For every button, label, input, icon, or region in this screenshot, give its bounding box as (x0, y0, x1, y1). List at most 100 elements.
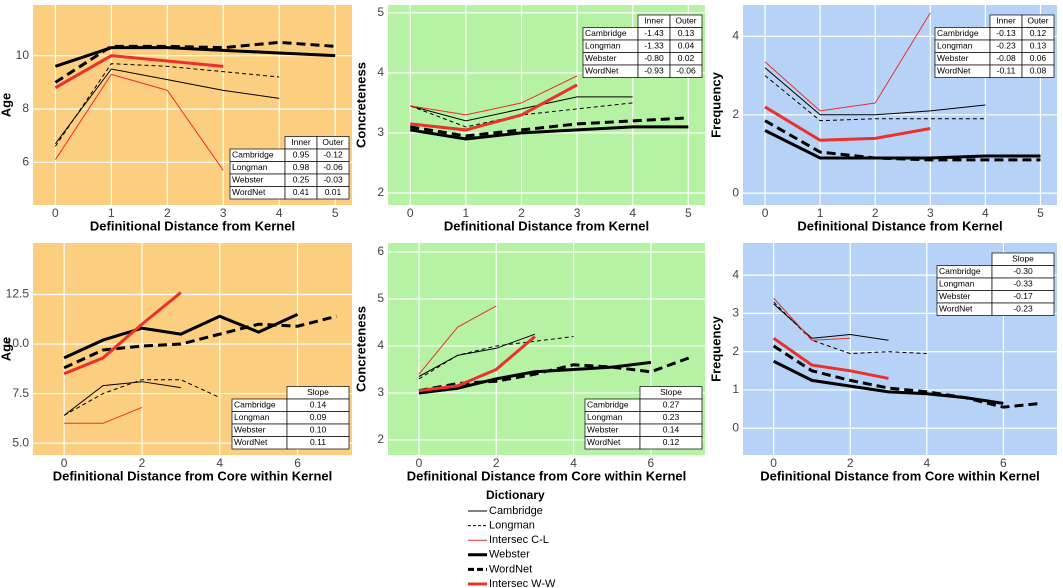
y-tick-label: 3 (377, 385, 384, 399)
table-value: -0.12 (323, 150, 343, 160)
table-row-label: Cambridge (587, 400, 629, 410)
table-value: -0.80 (644, 53, 664, 63)
table-value: -0.33 (1013, 279, 1033, 289)
x-axis-label: Definitional Distance from Kernel (444, 218, 649, 233)
table-row-label: WordNet (585, 66, 619, 76)
table-row-label: Webster (587, 425, 619, 435)
y-tick-label: 5.0 (12, 435, 29, 449)
y-tick-label: 3 (732, 306, 739, 320)
table-value: 0.41 (293, 187, 310, 197)
x-tick-label: 1 (463, 206, 470, 220)
y-axis-label: Frequency (708, 71, 723, 138)
x-tick-label: 6 (1000, 456, 1007, 470)
x-tick-label: 2 (164, 206, 171, 220)
y-tick-label: 10.0 (6, 336, 30, 350)
x-tick-label: 2 (518, 206, 525, 220)
table-value: 0.95 (293, 150, 310, 160)
legend-label: Cambridge (489, 505, 543, 517)
table-value: -0.17 (1013, 291, 1033, 301)
table-row-label: Webster (939, 291, 971, 301)
table-header: Slope (660, 387, 682, 397)
table-header: Slope (1012, 254, 1034, 264)
x-axis-label: Definitional Distance from Core within K… (407, 468, 687, 483)
series-line (64, 406, 143, 424)
series-line (410, 102, 633, 128)
x-tick-label: 0 (61, 456, 68, 470)
table-value: -0.11 (997, 66, 1016, 76)
y-tick-label: 5 (377, 5, 384, 19)
series-line (410, 83, 578, 132)
y-tick-label: 0 (732, 420, 739, 434)
y-tick-label: 2 (732, 107, 739, 121)
x-tick-label: 1 (817, 206, 824, 220)
series-line (410, 75, 578, 116)
table-cell (669, 64, 703, 78)
series-line (54, 40, 336, 84)
y-tick-label: 4 (732, 267, 739, 281)
table-row-label: Longman (587, 412, 623, 422)
table-value: 0.14 (310, 400, 327, 410)
table-row-label: Longman (234, 412, 270, 422)
x-tick-label: 2 (872, 206, 879, 220)
legend-label: Longman (489, 520, 535, 532)
x-tick-label: 3 (220, 206, 227, 220)
table-row-label: WordNet (234, 437, 268, 447)
x-tick-label: 3 (927, 206, 934, 220)
table-row-label: Cambridge (585, 28, 627, 38)
x-tick-label: 0 (770, 456, 777, 470)
table-row-label: Cambridge (939, 266, 981, 276)
table-row-label: Cambridge (232, 150, 274, 160)
series-line (418, 305, 497, 375)
table-value: -0.06 (676, 66, 696, 76)
x-tick-label: 6 (294, 456, 301, 470)
series-line (54, 73, 224, 171)
table-value: -0.23 (996, 41, 1016, 51)
legend-title: Dictionary (486, 488, 545, 502)
series-line (63, 291, 182, 376)
x-tick-label: 4 (923, 456, 930, 470)
x-tick-label: 4 (570, 456, 577, 470)
x-tick-label: 4 (629, 206, 636, 220)
x-tick-label: 0 (407, 206, 414, 220)
series-line (772, 344, 1042, 409)
x-tick-label: 3 (574, 206, 581, 220)
series-line (773, 303, 889, 341)
table-value: -0.03 (323, 175, 343, 185)
y-axis-label: Age (0, 93, 13, 118)
x-tick-label: 4 (216, 456, 223, 470)
x-tick-label: 1 (108, 206, 115, 220)
y-tick-label: 4 (377, 65, 384, 79)
series-line (764, 12, 931, 112)
table-value: 0.13 (678, 28, 695, 38)
series-line (772, 337, 889, 380)
series-line (418, 336, 574, 380)
table-header: Inner (996, 16, 1016, 26)
y-tick-label: 4 (377, 338, 384, 352)
table-value: -1.33 (644, 41, 664, 51)
table-row-label: WordNet (232, 187, 266, 197)
table-value: 0.04 (678, 41, 695, 51)
table-value: -0.23 (1013, 304, 1033, 314)
table-value: -0.06 (323, 162, 343, 172)
table-cell (991, 302, 1055, 316)
table-value: 0.11 (310, 437, 326, 447)
table-value: 0.09 (310, 412, 327, 422)
table-value: 0.14 (663, 425, 680, 435)
legend-label: WordNet (489, 563, 532, 575)
table-value: -0.93 (644, 66, 664, 76)
table-value: 0.23 (663, 412, 680, 422)
y-tick-label: 6 (22, 155, 29, 169)
y-tick-label: 1 (732, 382, 739, 396)
y-tick-label: 4 (732, 29, 739, 43)
table-header: Outer (322, 137, 343, 147)
x-tick-label: 4 (276, 206, 283, 220)
x-tick-label: 0 (52, 206, 59, 220)
table-value: 0.27 (663, 400, 680, 410)
table-row-label: Longman (232, 162, 268, 172)
x-tick-label: 5 (685, 206, 692, 220)
table-header: Slope (307, 387, 329, 397)
table-row-label: Webster (232, 175, 264, 185)
series-line (63, 381, 181, 416)
table-cell (316, 186, 350, 200)
x-tick-label: 2 (139, 456, 146, 470)
